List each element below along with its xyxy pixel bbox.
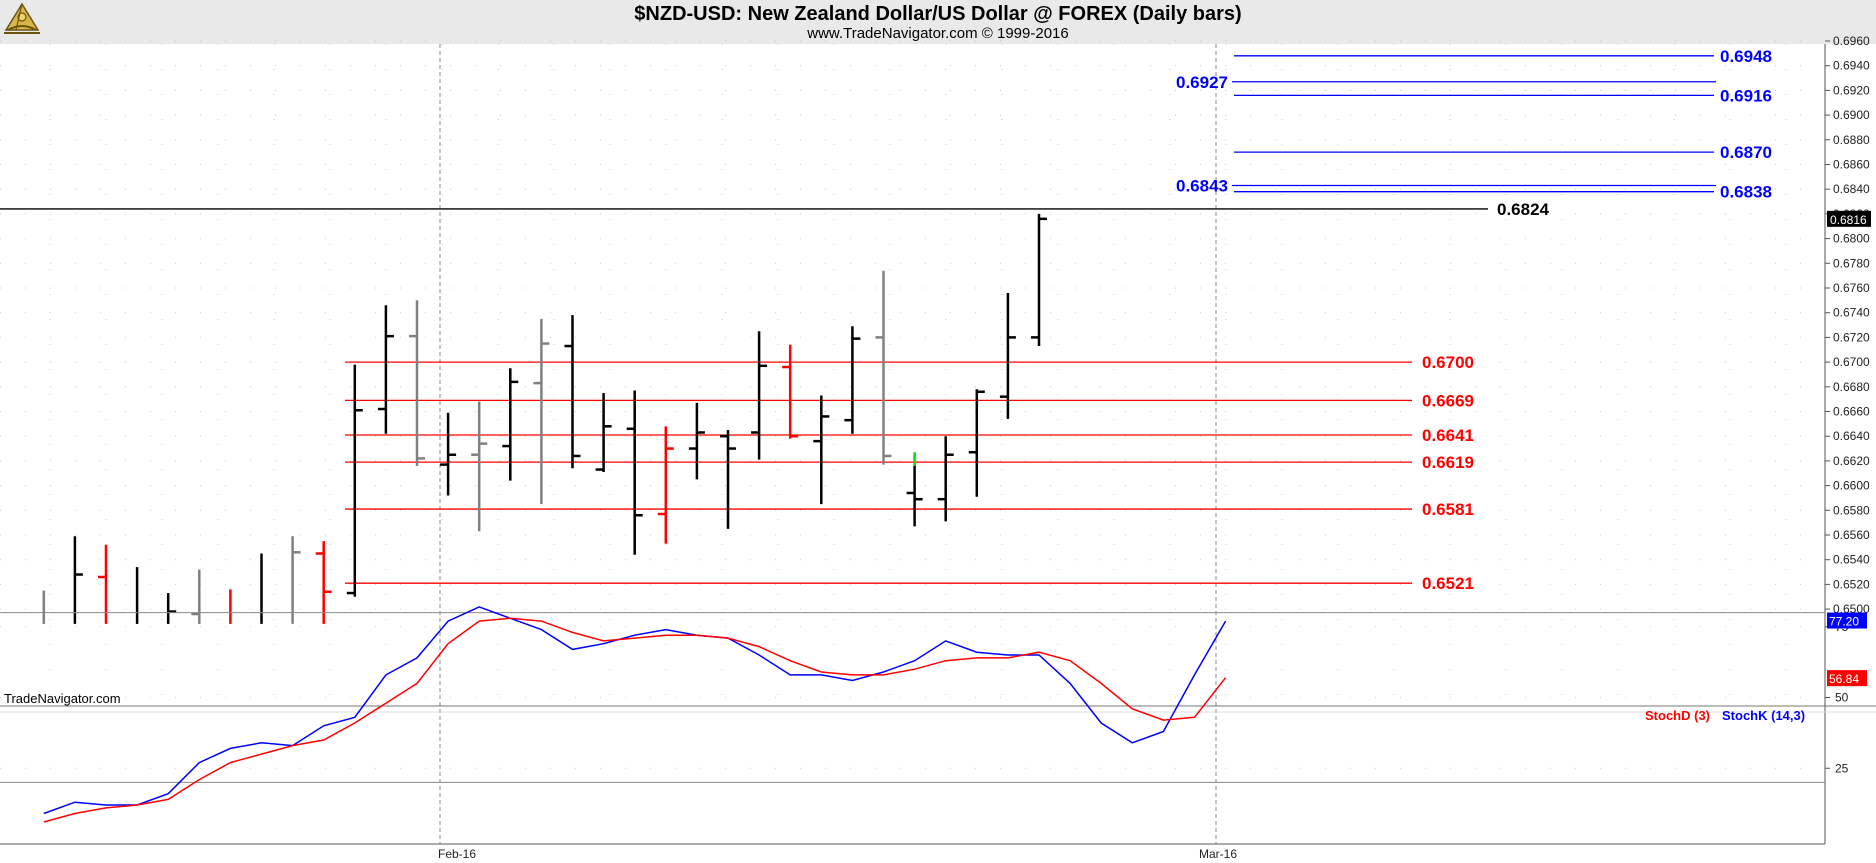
price-tick-label: 0.6740 [1833,306,1870,320]
level-label: 0.6838 [1720,183,1772,202]
level-label: 0.6581 [1422,500,1474,519]
stoch-k-value-label: 77.20 [1829,615,1859,629]
level-label: 0.6927 [1176,73,1228,92]
level-label: 0.6521 [1422,574,1474,593]
level-label: 0.6641 [1422,426,1474,445]
price-tick-label: 0.6620 [1833,454,1870,468]
stoch-d-value-box [1827,670,1867,687]
sextant-logo-icon [4,2,40,34]
chart-subtitle: www.TradeNavigator.com © 1999-2016 [807,25,1069,42]
price-tick-label: 0.6720 [1833,330,1870,344]
stoch-k-line [43,606,1227,815]
level-label: 0.6870 [1720,143,1772,162]
support-resistance-levels: 0.6948 0.6927 0.6916 0.6870 0.6843 0.6838 0.68… [0,47,1772,593]
level-label: 0.6948 [1720,47,1772,66]
chart-title: $NZD-USD: New Zealand Dollar/US Dollar @… [634,3,1242,25]
price-tick-label: 0.6940 [1833,59,1870,73]
level-label: 0.6916 [1720,86,1772,105]
price-tick-label: 0.6960 [1833,34,1870,48]
price-tick-label: 0.6540 [1833,553,1870,567]
date-tick-label: Mar-16 [1199,847,1237,861]
price-tick-label: 0.6700 [1833,355,1870,369]
level-label: 0.6619 [1422,453,1474,472]
price-tick-label: 0.6760 [1833,281,1870,295]
date-axis: Feb-16 Mar-16 [0,843,1825,861]
price-axis: 0.6960 0.6940 0.6920 0.6900 0.6880 0.6860 0.68… [1824,34,1876,844]
legend-stoch-d: StochD (3) [1645,708,1710,723]
level-label: 0.6669 [1422,391,1474,410]
watermark-label: TradeNavigator.com [4,691,121,706]
price-tick-label: 0.6580 [1833,503,1870,517]
price-tick-label: 0.6860 [1833,158,1870,172]
price-tick-label: 0.6840 [1833,182,1870,196]
stoch-k-value-box [1827,612,1867,629]
axis-background [1825,44,1876,844]
price-tick-label: 0.6660 [1833,405,1870,419]
level-label: 0.6700 [1422,353,1474,372]
last-price-label: 0.6816 [1830,213,1867,227]
price-tick-label: 0.6780 [1833,256,1870,270]
price-tick-label: 0.6640 [1833,429,1870,443]
chart-grid [0,40,1825,844]
price-tick-label: 0.6680 [1833,380,1870,394]
price-bars [42,213,1047,624]
stoch-d-line [43,617,1227,823]
last-price-box [1827,210,1871,227]
price-tick-label: 0.6880 [1833,133,1870,147]
price-tick-label: 0.6800 [1833,232,1870,246]
chart-header: $NZD-USD: New Zealand Dollar/US Dollar @… [0,0,1876,44]
price-tick-label: 0.6520 [1833,577,1870,591]
price-tick-label: 0.6920 [1833,83,1870,97]
stoch-tick-label: 50 [1835,691,1849,705]
date-tick-label: Feb-16 [438,847,476,861]
price-tick-label: 0.6560 [1833,528,1870,542]
price-tick-label: 0.6600 [1833,479,1870,493]
stoch-tick-label: 25 [1835,761,1849,775]
price-tick-label: 0.6900 [1833,108,1870,122]
legend-stoch-k: StochK (14,3) [1722,708,1805,723]
level-label: 0.6824 [1497,200,1550,219]
stoch-d-value-label: 56.84 [1829,672,1859,686]
level-label: 0.6843 [1176,176,1228,195]
